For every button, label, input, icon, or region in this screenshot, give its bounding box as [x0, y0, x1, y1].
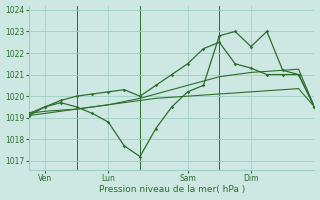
X-axis label: Pression niveau de la mer( hPa ): Pression niveau de la mer( hPa ) [99, 185, 245, 194]
